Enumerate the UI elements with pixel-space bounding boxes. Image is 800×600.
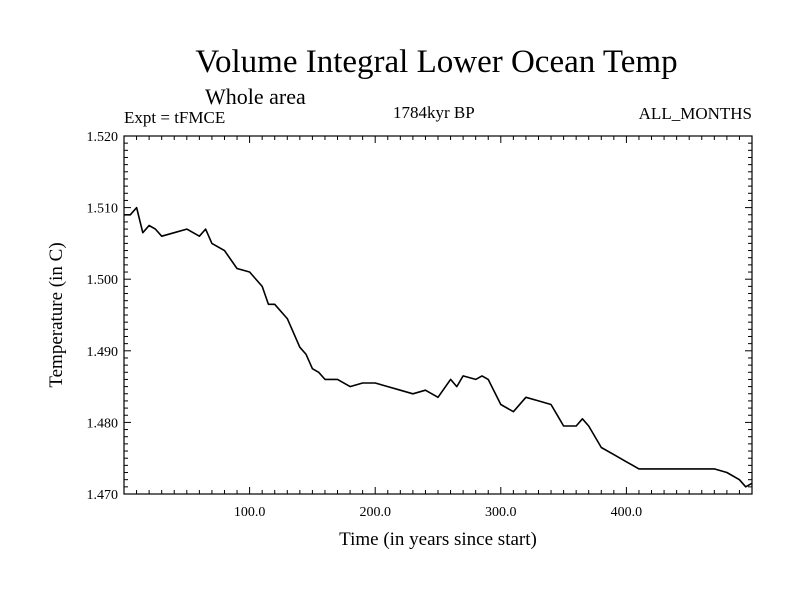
x-tick-label: 200.0 [359,505,391,520]
y-tick-label: 1.500 [87,273,119,288]
x-axis-label: Time (in years since start) [339,529,537,550]
y-tick-label: 1.490 [87,345,119,360]
y-tick-label: 1.510 [87,202,119,217]
months-label: ALL_MONTHS [638,104,752,123]
series-line [124,206,753,488]
x-tick-label: 300.0 [485,505,517,520]
experiment-label: Expt = tFMCE [124,108,226,127]
series-layer [124,206,753,488]
x-tick-label: 100.0 [234,505,266,520]
period-label: 1784kyr BP [393,103,475,122]
x-tick-label: 400.0 [611,505,643,520]
y-tick-label: 1.520 [87,130,119,145]
y-tick-label: 1.470 [87,488,119,503]
plot-frame [123,135,753,495]
axis-ticks: 100.0 200.0 300.0 400.0 1.470 1.480 1.490 1.500… [87,130,753,520]
chart-title: Volume Integral Lower Ocean Temp [195,44,678,80]
y-tick-label: 1.480 [87,416,119,431]
y-axis-label: Temperature (in C) [46,242,67,387]
chart-subtitle: Whole area [205,84,306,109]
